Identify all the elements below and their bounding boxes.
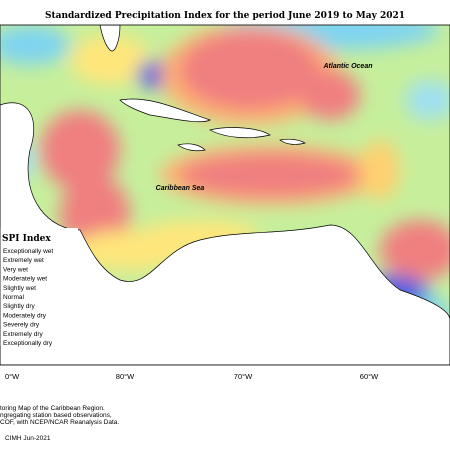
legend-item: Slightly wet bbox=[3, 285, 36, 292]
title: Standardized Precipitation Index for the… bbox=[45, 11, 405, 21]
longitude-label: 70°W bbox=[234, 372, 253, 381]
longitude-label: 60°W bbox=[360, 372, 379, 381]
legend-item: Extremely wet bbox=[3, 257, 44, 264]
legend-item: Very wet bbox=[3, 266, 28, 273]
legend-item: Normal bbox=[3, 294, 25, 301]
legend-item: Slightly dry bbox=[3, 303, 36, 310]
footer: toring Map of the Caribbean Region.ngreg… bbox=[0, 405, 119, 426]
legend-item: Exceptionally dry bbox=[3, 340, 53, 347]
sea-label: Caribbean Sea bbox=[156, 185, 205, 192]
longitude-labels: 0°W 80°W 70°W 60°W bbox=[5, 372, 379, 381]
credit: CIMH Jun-2021 bbox=[5, 435, 51, 442]
longitude-label: 0°W bbox=[5, 372, 20, 381]
footer-line: toring Map of the Caribbean Region. bbox=[0, 405, 105, 412]
longitude-label: 80°W bbox=[116, 372, 135, 381]
legend-title: SPI Index bbox=[2, 234, 51, 244]
legend: Exceptionally wet Extremely wet Very wet Mo… bbox=[3, 248, 53, 347]
ocean-label: Atlantic Ocean bbox=[322, 63, 372, 70]
legend-item: Moderately wet bbox=[3, 276, 47, 283]
spi-map: Atlantic Ocean Caribbean Sea SPI Index E… bbox=[0, 25, 450, 365]
legend-item: Exceptionally wet bbox=[3, 248, 53, 255]
footer-line: COF, with NCEP/NCAR Reanalysis Data. bbox=[0, 419, 119, 426]
footer-line: ngregating station based observations, bbox=[0, 412, 112, 419]
legend-item: Severely dry bbox=[3, 322, 40, 329]
legend-item: Moderately dry bbox=[3, 312, 47, 319]
map-frame bbox=[0, 24, 450, 366]
legend-item: Extremely dry bbox=[3, 331, 43, 338]
legend-box bbox=[0, 228, 78, 346]
